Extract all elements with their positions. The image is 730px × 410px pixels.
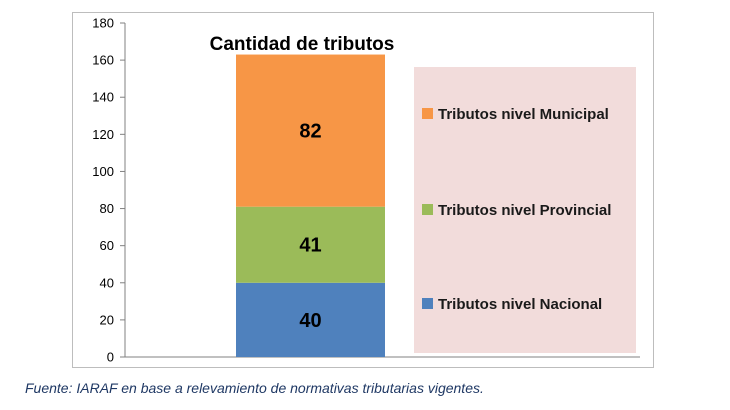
y-tick-label: 160	[92, 53, 114, 68]
y-tick-label: 180	[92, 16, 114, 31]
legend-label: Tributos nivel Municipal	[438, 106, 609, 123]
data-label: 40	[299, 310, 321, 332]
y-tick-label: 140	[92, 90, 114, 105]
y-tick-label: 80	[100, 201, 114, 216]
y-axis: 0 20 40 60 80 100 120 140 160 180	[92, 16, 640, 365]
chart-title: Cantidad de tributos	[210, 34, 395, 55]
data-label: 82	[299, 121, 321, 143]
y-tick-label: 60	[100, 238, 114, 253]
legend: Tributos nivel Municipal Tributos nivel P…	[414, 67, 636, 353]
data-label: 41	[299, 235, 321, 257]
legend-label: Tributos nivel Provincial	[438, 202, 611, 219]
bar-stack	[236, 54, 385, 357]
source-note: Fuente: IARAF en base a relevamiento de …	[25, 380, 484, 396]
y-tick-label: 120	[92, 127, 114, 142]
y-tick-label: 100	[92, 164, 114, 179]
bar-segment	[236, 206, 385, 283]
legend-swatch	[422, 298, 433, 309]
bar-segment	[236, 282, 385, 357]
bar-segment	[236, 54, 385, 207]
legend-swatch	[422, 204, 433, 215]
legend-label: Tributos nivel Nacional	[438, 296, 602, 313]
legend-swatch	[422, 108, 433, 119]
y-tick-label: 0	[107, 350, 114, 365]
legend-box	[414, 67, 636, 353]
y-tick-label: 20	[100, 312, 114, 327]
data-labels: 40 41 82	[299, 121, 321, 332]
y-tick-label: 40	[100, 275, 114, 290]
